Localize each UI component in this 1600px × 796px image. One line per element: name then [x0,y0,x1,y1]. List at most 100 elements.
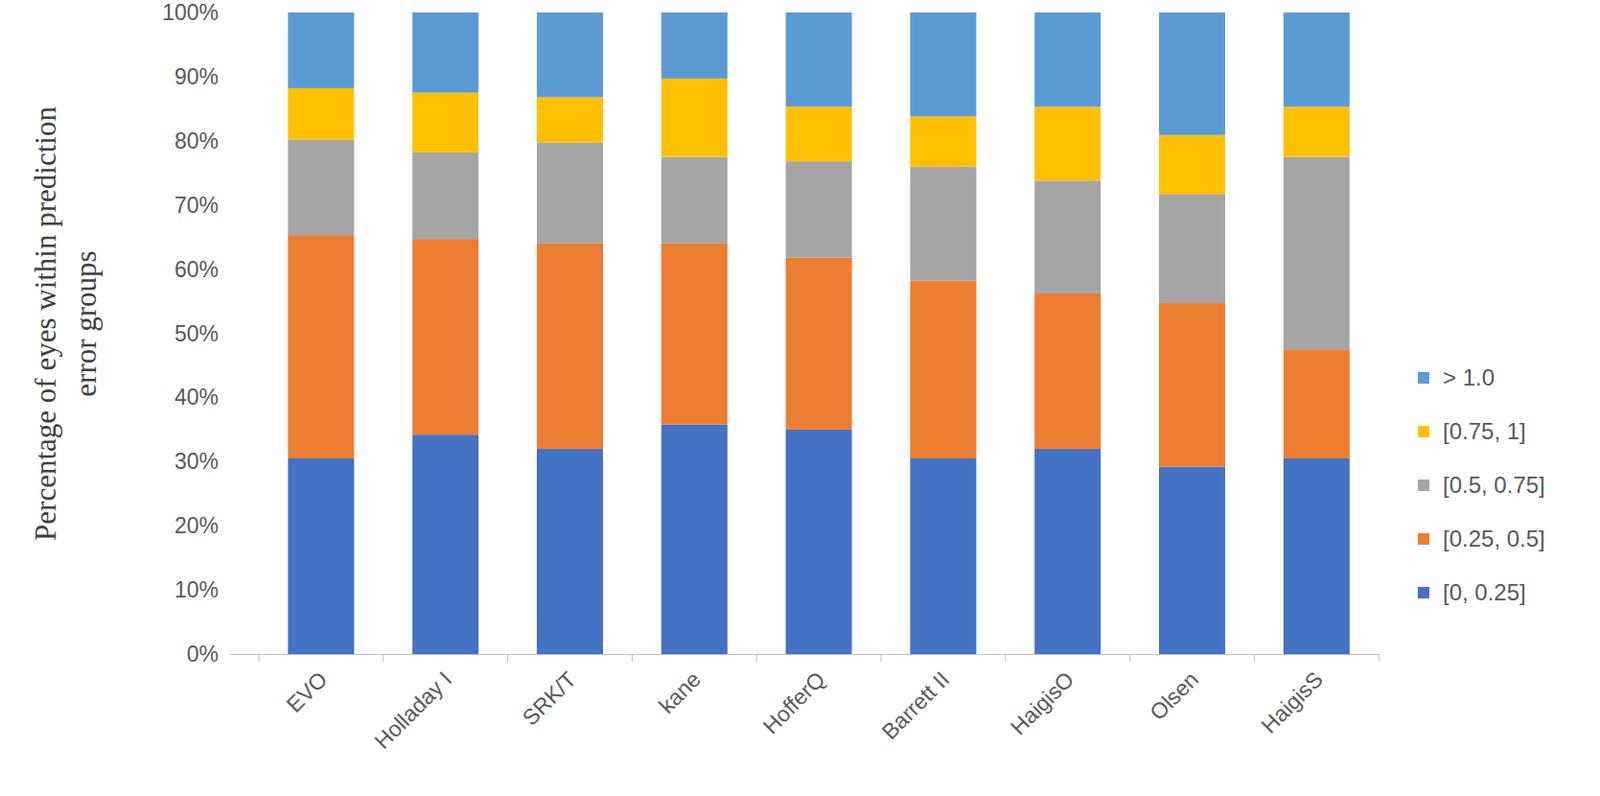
bar-segment [661,157,728,244]
x-tick [258,653,260,662]
legend-swatch [1417,371,1430,384]
bars [287,12,1349,654]
bar-segment [287,458,354,654]
x-tick-label: Holladay I [370,666,458,754]
y-tick-label: 0% [186,641,219,667]
y-tick [224,268,229,270]
y-tick-label: 50% [174,321,219,347]
x-tick-label: HaigisO [1005,666,1079,740]
bar-segment [412,152,479,239]
y-axis-label: Percentage of eyes within predictionerro… [28,106,103,541]
bar-segment [1034,448,1101,654]
x-tick-label: kane [653,666,706,719]
legend-label: [0.25, 0.5] [1442,525,1546,552]
bar-segment [1283,348,1350,459]
x-tick [881,653,882,662]
bar-segment [661,243,728,425]
x-tick [756,653,758,662]
y-tick [224,589,229,591]
bar-segment [1034,180,1101,294]
y-tick [224,525,229,527]
x-tick-label: HaigisS [1255,666,1327,738]
y-tick [224,396,229,398]
bar-segment [536,142,603,244]
y-tick [224,653,229,655]
legend-swatch [1417,533,1430,545]
x-tick-label: EVO [281,666,333,718]
y-axis-label-line: Percentage of eyes within prediction [28,106,63,541]
bar-segment [909,458,976,654]
bar-segment [1159,302,1226,467]
x-tick [1004,653,1006,662]
x-tick-label: HofferQ [758,666,831,739]
x-tick-label: SRK/T [517,666,581,730]
bar-segment [909,166,976,281]
bar-segment [412,238,479,435]
bar-segment [909,280,976,459]
bar-segment [287,12,354,89]
y-axis-label-line: error groups [69,250,103,396]
bar-segment [412,434,479,654]
bar-segment [536,96,603,142]
bar-segment [536,243,603,449]
bar-segment [536,12,603,97]
y-tick-label: 10% [174,577,219,603]
bar-segment [786,106,853,162]
bar-segment [412,92,479,153]
bar-segment [287,139,354,235]
bar-segment [661,423,728,654]
bar-segment [1283,106,1350,157]
x-tick [1129,653,1131,662]
bar-segment [1283,12,1350,107]
y-tick-label: 20% [174,512,219,538]
x-tick [1253,653,1255,662]
bar-segment [1159,466,1226,654]
x-tick [1378,653,1380,662]
y-tick [224,332,229,334]
legend-swatch [1417,586,1430,599]
bar-segment [1034,293,1101,449]
legend-label: [0, 0.25] [1442,579,1527,605]
bar-segment [287,88,354,140]
bar-segment [786,161,853,257]
bar-segment [1159,12,1226,136]
bar-segment [661,12,728,79]
y-tick-label: 30% [174,448,219,474]
bar-segment [909,12,976,116]
bar-segment [909,115,976,166]
y-tick-label: 40% [174,384,219,410]
chart: 0% 10% 20% 30% 40% 50% 60% 70% 80% 90% 100% EVO Holl… [0,0,1600,796]
bar-segment [786,257,853,430]
legend-label: [0.75, 1] [1442,417,1527,444]
bar-segment [1159,135,1226,195]
y-tick [224,204,229,206]
bar-segment [1034,106,1101,181]
legend-label: [0.5, 0.75] [1442,471,1546,498]
bar-segment [786,429,853,654]
bar-segment [536,448,603,654]
y-tick [224,461,229,463]
legend-label: > 1.0 [1442,364,1495,391]
y-tick-label: 60% [174,256,219,282]
bar-segment [412,12,479,93]
x-tick-label: Barrett II [877,666,955,744]
x-tick [631,653,633,662]
bar-segment [287,234,354,459]
bar-segment [1283,157,1350,350]
x-tick-label: Olsen [1144,666,1204,725]
y-tick-label: 100% [162,0,219,25]
y-tick [224,75,229,77]
bar-segment [1283,458,1350,654]
y-tick-label: 80% [174,128,219,154]
bar-segment [786,12,853,107]
x-axis [230,653,1379,655]
y-tick-label: 70% [174,192,219,218]
y-tick-label: 90% [174,64,219,90]
legend-swatch [1417,479,1430,491]
x-tick [507,653,509,662]
y-tick [224,12,229,14]
bar-segment [661,78,728,158]
x-tick [382,653,384,662]
y-tick [224,139,229,141]
bar-segment [1159,193,1226,303]
